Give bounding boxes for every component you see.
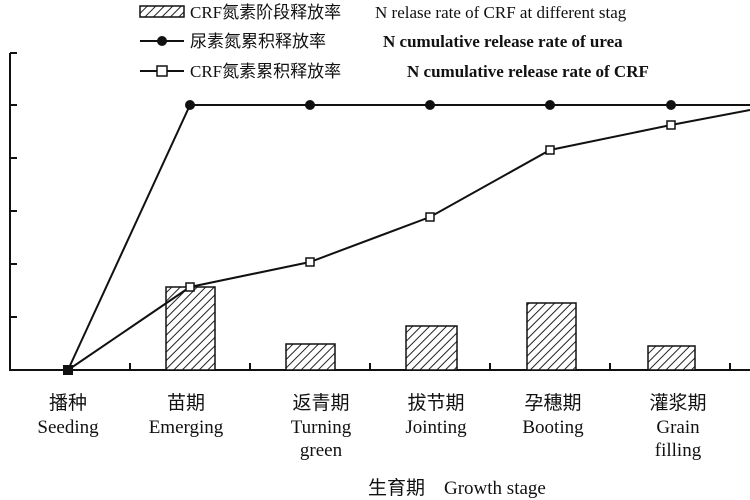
- tick-label-en: Jointing: [405, 417, 467, 438]
- bar-turning-green: [285, 343, 336, 371]
- data-point: [185, 282, 195, 292]
- tick-label-en: Booting: [522, 417, 584, 438]
- x-axis-title: 生育期 Growth stage: [368, 477, 546, 499]
- bar-booting: [526, 302, 577, 371]
- tick-label-zh: 苗期: [167, 392, 205, 414]
- hatched-bar-swatch-icon: [139, 5, 185, 18]
- line-series-urea-cumulative: [67, 100, 750, 371]
- tick-label-en-line2: green: [300, 440, 343, 461]
- tick-label-en: Emerging: [149, 417, 224, 438]
- bar-emerging: [165, 286, 216, 371]
- data-point: [666, 100, 676, 110]
- x-tick-labels: 播种 Seeding 苗期 Emerging 返青期 Turning green…: [37, 392, 706, 461]
- tick-label-zh: 拔节期: [407, 392, 464, 414]
- x-tick-seeding: 播种 Seeding: [37, 392, 99, 438]
- data-point-seeding: [63, 365, 73, 375]
- x-tick-booting: 孕穗期 Booting: [522, 392, 584, 438]
- bar-series-stage-release: [165, 286, 696, 371]
- x-tick-emerging: 苗期 Emerging: [149, 392, 224, 438]
- legend: CRF氮素阶段释放率 N relase rate of CRF at diffe…: [139, 3, 649, 81]
- x-axis: [10, 363, 750, 371]
- legend-item-urea-cumulative: 尿素氮累积释放率 N cumulative release rate of ur…: [140, 32, 623, 51]
- filled-circle-marker-icon: [157, 36, 167, 46]
- tick-label-zh: 孕穗期: [524, 392, 581, 414]
- tick-label-en: Grain: [656, 417, 700, 438]
- bar-jointing: [405, 325, 458, 371]
- data-point: [425, 212, 435, 222]
- bar-grain-filling: [647, 345, 696, 371]
- y-axis: [9, 52, 17, 371]
- x-tick-grain-filling: 灌浆期 Grain filling: [649, 392, 706, 461]
- line-series-crf-cumulative: [67, 109, 750, 371]
- data-point: [666, 120, 676, 130]
- tick-label-zh: 返青期: [292, 392, 349, 414]
- tick-label-en: Turning: [291, 417, 352, 438]
- tick-label-zh: 灌浆期: [649, 392, 706, 414]
- legend-label: 尿素氮累积释放率: [190, 32, 326, 51]
- legend-label: CRF氮素累积释放率: [190, 62, 341, 81]
- legend-label: CRF氮素阶段释放率: [190, 3, 341, 22]
- x-tick-jointing: 拔节期 Jointing: [405, 392, 467, 438]
- open-square-marker-icon: [156, 65, 168, 77]
- data-point: [545, 145, 555, 155]
- legend-item-stage-release: CRF氮素阶段释放率 N relase rate of CRF at diffe…: [139, 3, 627, 22]
- data-point: [545, 100, 555, 110]
- data-point: [305, 257, 315, 267]
- data-point: [185, 100, 195, 110]
- legend-label-en: N cumulative release rate of CRF: [407, 62, 649, 81]
- legend-label-en: N cumulative release rate of urea: [383, 32, 623, 51]
- tick-label-zh: 播种: [49, 392, 87, 414]
- data-point: [305, 100, 315, 110]
- x-tick-turning-green: 返青期 Turning green: [291, 392, 352, 461]
- legend-item-crf-cumulative: CRF氮素累积释放率 N cumulative release rate of …: [140, 62, 649, 81]
- tick-label-en-line2: filling: [655, 440, 702, 461]
- tick-label-en: Seeding: [37, 417, 99, 438]
- legend-label-en: N relase rate of CRF at different stag: [375, 3, 627, 22]
- data-point: [425, 100, 435, 110]
